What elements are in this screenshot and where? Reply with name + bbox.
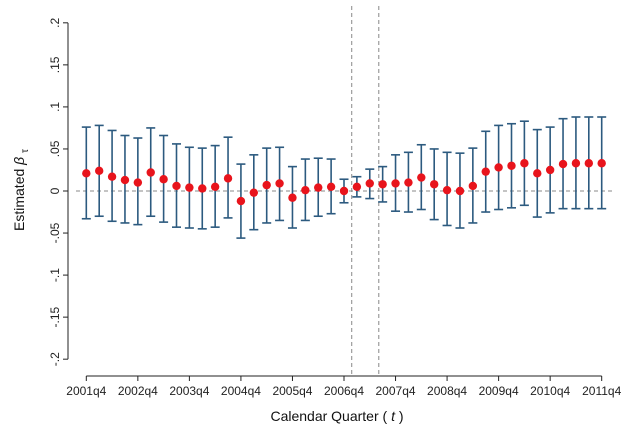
y-tick-label-3: .05 [48,140,62,157]
point-estimate-38 [571,159,581,168]
x-tick-label-1: 2002q4 [118,384,158,398]
point-estimate-25 [404,178,413,187]
point-estimate-35 [533,169,542,178]
x-tick-label-8: 2009q4 [479,384,519,398]
point-estimate-8 [185,183,194,192]
point-estimate-19 [326,182,336,191]
y-tick-label-2: .1 [48,102,62,112]
y-axis-title-text: Estimated [11,169,27,231]
point-estimate-23 [378,180,387,189]
point-estimate-39 [584,159,594,168]
x-tick-label-7: 2008q4 [427,384,467,398]
x-axis-title-text: Calendar Quarter [270,408,379,424]
point-estimate-4 [133,178,143,187]
point-estimate-17 [301,185,310,195]
point-estimate-20 [339,186,349,196]
point-estimate-2 [107,172,117,181]
y-axis-title-symbol: β [11,157,27,166]
point-estimate-1 [94,166,104,176]
point-estimate-28 [442,185,452,195]
point-estimate-31 [481,167,490,176]
point-estimate-22 [365,179,374,188]
point-estimates [82,159,606,206]
point-estimate-18 [314,183,323,192]
y-axis-title: Estimated β τ [11,149,31,231]
point-estimate-29 [455,186,465,196]
point-estimate-10 [210,182,220,191]
x-tick-label-0: 2001q4 [66,384,106,398]
x-tick-label-10: 2011q4 [582,384,621,398]
point-estimate-16 [288,193,297,202]
x-tick-label-3: 2004q4 [221,384,261,398]
point-estimate-30 [468,181,478,191]
point-estimate-5 [146,168,155,177]
point-estimate-13 [249,188,259,197]
point-estimate-11 [223,174,233,183]
point-estimate-33 [507,161,516,170]
point-estimate-6 [159,175,168,184]
y-tick-label-8: -.2 [48,352,62,366]
y-tick-label-1: .15 [48,56,62,73]
point-estimate-40 [597,159,606,168]
point-estimate-24 [391,179,400,188]
y-tick-label-7: -.15 [48,306,62,327]
point-estimate-21 [352,182,362,191]
y-axis-title-subscript: τ [20,149,31,153]
x-tick-label-9: 2010q4 [530,384,570,398]
x-axis: 2001q4 2002q4 2003q4 2004q4 2005q4 2006q4 2007… [66,375,622,398]
point-estimate-3 [120,175,130,185]
point-estimate-15 [275,179,284,188]
point-estimate-27 [429,180,439,189]
point-estimate-34 [520,159,529,168]
x-tick-label-2: 2003q4 [169,384,209,398]
y-tick-label-4: 0 [48,187,62,194]
x-axis-title: Calendar Quarter ( t ) [270,408,403,424]
point-estimate-14 [262,180,271,190]
y-tick-label-6: -.1 [48,268,62,282]
x-axis-title-variable: t [391,408,396,424]
x-tick-label-4: 2005q4 [272,384,312,398]
point-estimate-9 [198,184,207,193]
point-estimate-26 [417,173,426,182]
point-estimate-32 [494,163,503,172]
point-estimate-12 [236,196,246,206]
x-tick-label-6: 2007q4 [376,384,416,398]
point-estimate-37 [558,159,568,169]
y-axis: .2 .15 .1 .05 0 -.05 -.1 -.15 -.2 [48,17,69,366]
point-estimate-0 [82,169,91,178]
x-tick-label-5: 2006q4 [324,384,364,398]
point-estimate-36 [545,165,555,175]
y-tick-label-0: .2 [48,17,62,27]
point-estimate-7 [172,181,181,191]
y-tick-label-5: -.05 [48,222,62,243]
